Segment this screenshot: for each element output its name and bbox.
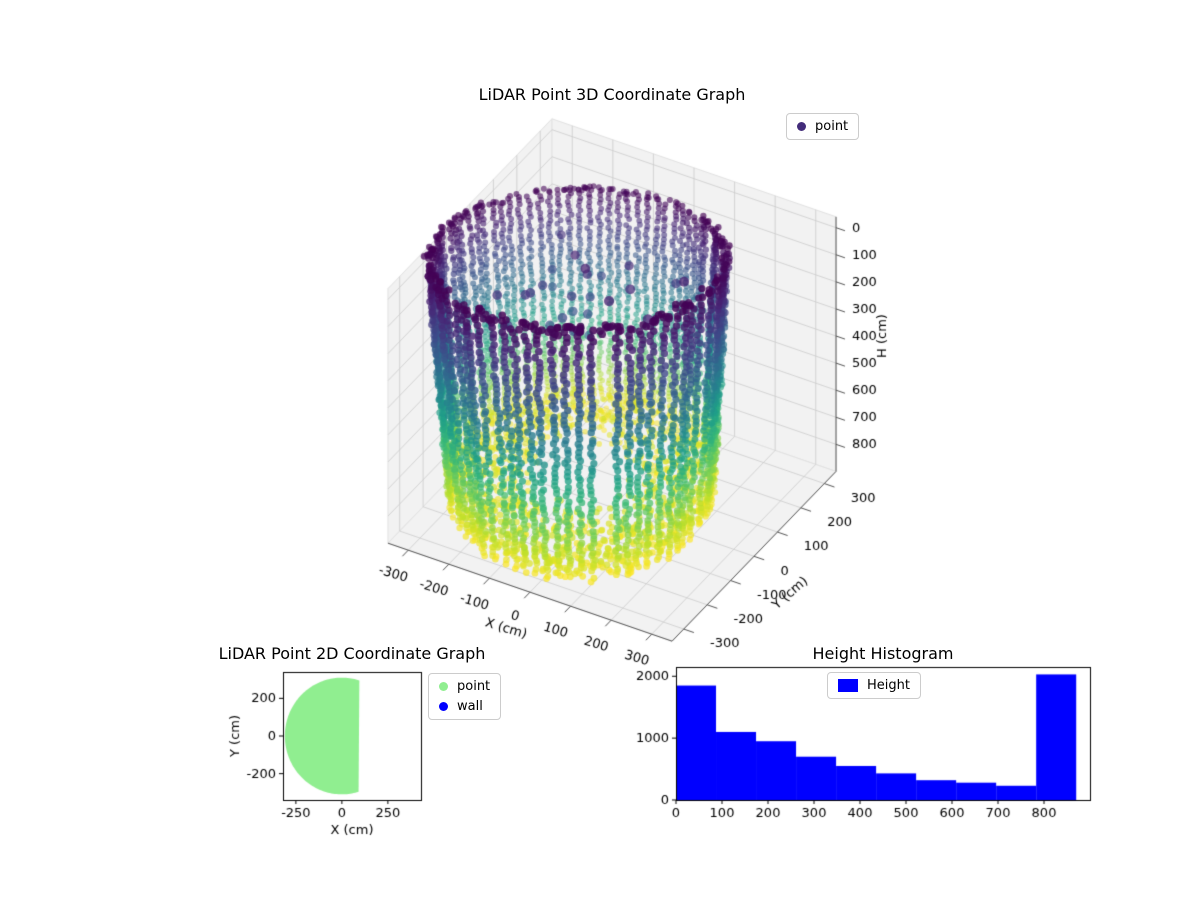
plot2d-legend: point wall (428, 673, 502, 720)
legend-entry-height: Height (838, 678, 910, 693)
wall-marker-icon (439, 702, 448, 711)
plot3d-legend: point (786, 113, 860, 140)
histogram-title: Height Histogram (812, 644, 954, 663)
legend-entry-point: point (797, 119, 848, 134)
plot2d-title: LiDAR Point 2D Coordinate Graph (218, 644, 486, 663)
histogram-legend: Height (827, 672, 921, 699)
height-bar-swatch-icon (838, 679, 858, 692)
point-marker-icon (797, 122, 806, 131)
legend-label-point: point (457, 679, 491, 694)
legend-label-wall: wall (457, 699, 483, 714)
legend-entry-point: point (439, 679, 490, 694)
point-marker-icon (439, 682, 448, 691)
legend-label-height: Height (867, 678, 910, 693)
legend-label-point: point (815, 119, 849, 134)
plot3d-title: LiDAR Point 3D Coordinate Graph (478, 85, 746, 104)
legend-entry-wall: wall (439, 699, 490, 714)
